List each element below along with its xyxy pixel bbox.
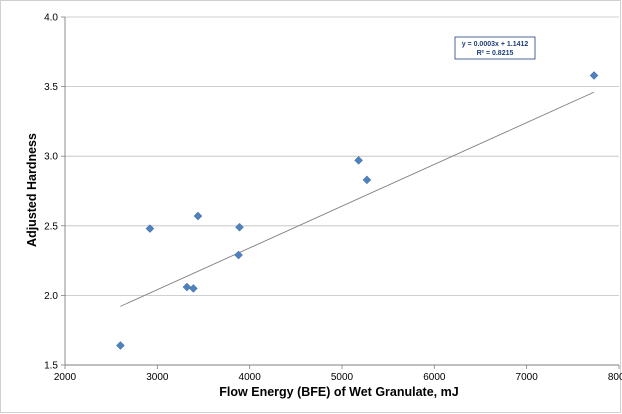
x-tick-label: 8000 [608, 372, 622, 383]
data-point [589, 71, 599, 80]
trendline-equation-box: y = 0.0003x + 1.1412 R² = 0.8215 [454, 36, 536, 60]
equation-box-border [454, 36, 536, 60]
r-squared-value: R² = 0.8215 [477, 50, 514, 57]
data-point [234, 250, 243, 260]
data-point [193, 211, 203, 221]
y-tick-label: 3.5 [44, 82, 58, 93]
x-tick-label: 7000 [516, 372, 539, 383]
axes [61, 16, 620, 369]
y-tick-label: 2.0 [44, 291, 58, 302]
trendline-equation: y = 0.0003x + 1.1412 [462, 41, 529, 48]
x-tick-label: 2000 [54, 372, 77, 383]
x-tick-label: 3000 [146, 372, 169, 383]
data-points [116, 71, 599, 350]
trendline [120, 91, 595, 307]
gridlines [65, 16, 619, 296]
data-point [362, 175, 372, 185]
data-point [354, 156, 363, 165]
y-tick-label: 2.5 [44, 221, 58, 232]
data-point [182, 282, 192, 292]
trendline-group [120, 91, 595, 307]
data-point [116, 341, 125, 350]
y-tick-label: 4.0 [44, 13, 58, 24]
x-tick-label: 5000 [331, 372, 354, 383]
y-tick-label: 1.5 [44, 361, 58, 372]
y-tick-label: 3.0 [44, 152, 58, 163]
y-axis-title: Adjusted Hardness [25, 133, 39, 247]
data-point [188, 284, 198, 293]
data-point [235, 222, 244, 232]
data-point [145, 224, 155, 233]
x-tick-label: 6000 [423, 372, 446, 383]
tick-labels: 1.5 2.0 2.5 3.0 3.5 4.0 2000 3000 4000 5000 6000 70… [44, 13, 622, 384]
x-tick-label: 4000 [239, 372, 262, 383]
x-axis-title: Flow Energy (BFE) of Wet Granulate, mJ [219, 385, 458, 399]
